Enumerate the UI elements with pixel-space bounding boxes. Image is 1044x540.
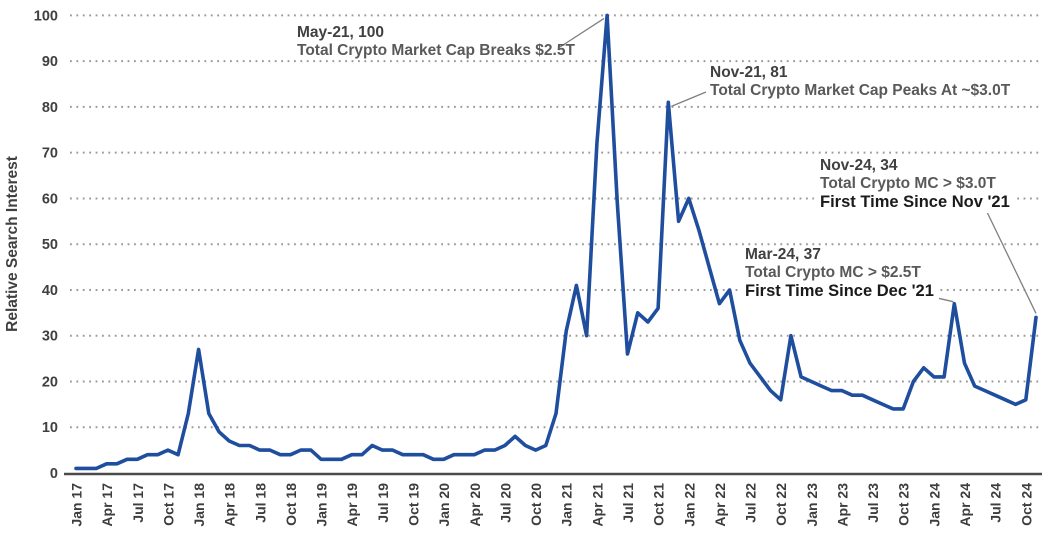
x-tick-label: Jan 20 — [436, 483, 452, 527]
x-tick-label: Oct 21 — [651, 483, 667, 526]
x-tick-label: Oct 18 — [283, 483, 299, 526]
y-tick-label: 40 — [42, 283, 58, 299]
x-tick-label: Jan 18 — [191, 483, 207, 527]
x-tick-label: Jan 24 — [926, 483, 942, 527]
x-tick-label: Oct 22 — [773, 483, 789, 526]
x-tick-label: Jan 23 — [804, 483, 820, 527]
x-tick-label: Jan 21 — [559, 483, 575, 527]
x-tick-label: Jul 19 — [375, 483, 391, 523]
annotation-description: Total Crypto MC > $3.0T — [820, 174, 996, 192]
x-tick-label: Oct 24 — [1018, 483, 1034, 526]
x-tick-label: Jul 21 — [620, 483, 636, 523]
annotation-highlight: First Time Since Nov '21 — [814, 192, 1015, 213]
x-tick-label: Jan 17 — [69, 483, 85, 527]
y-tick-label: 10 — [42, 420, 58, 436]
x-tick-label: Apr 19 — [344, 483, 360, 527]
x-tick-label: Apr 23 — [834, 483, 850, 527]
annotation-nov-21: Nov-21, 81 Total Crypto Market Cap Peaks… — [710, 64, 1010, 99]
x-tick-label: Jul 24 — [988, 483, 1004, 523]
y-tick-label: 70 — [42, 146, 58, 162]
annotation-point-label: May-21, 100 — [297, 24, 385, 41]
y-tick-label: 60 — [42, 191, 58, 207]
leader-line-nov-21 — [671, 91, 707, 107]
x-tick-label: Oct 17 — [160, 483, 176, 526]
y-tick-label: 20 — [42, 374, 58, 390]
leader-line-nov-24 — [986, 211, 1037, 314]
x-tick-label: Oct 19 — [406, 483, 422, 526]
y-axis-title: Relative Search Interest — [4, 156, 21, 332]
annotation-highlight: First Time Since Dec '21 — [739, 281, 939, 302]
x-tick-label: Oct 20 — [528, 483, 544, 526]
y-tick-label: 0 — [50, 466, 58, 482]
x-tick-label: Apr 17 — [99, 483, 115, 527]
x-tick-label: Jan 22 — [681, 483, 697, 527]
x-tick-label: Apr 20 — [467, 483, 483, 527]
x-tick-label: Apr 21 — [589, 483, 605, 527]
x-tick-label: Apr 18 — [222, 483, 238, 527]
y-tick-label: 100 — [34, 8, 58, 24]
x-tick-label: Jul 22 — [743, 483, 759, 523]
annotation-point-label: Nov-21, 81 — [710, 64, 788, 81]
y-tick-label: 50 — [42, 237, 58, 253]
annotation-point-label: Mar-24, 37 — [745, 246, 821, 263]
x-tick-label: Jul 18 — [252, 483, 268, 523]
x-tick-label: Jan 19 — [314, 483, 330, 527]
y-tick-label: 30 — [42, 329, 58, 345]
annotation-description: Total Crypto Market Cap Breaks $2.5T — [297, 41, 575, 59]
x-tick-label: Jul 17 — [130, 483, 146, 523]
y-tick-label: 90 — [42, 54, 58, 70]
search-interest-line — [74, 13, 1038, 471]
x-tick-label: Oct 23 — [896, 483, 912, 526]
annotation-mar-24: Mar-24, 37 Total Crypto MC > $2.5T First… — [739, 246, 939, 302]
annotation-nov-24: Nov-24, 34 Total Crypto MC > $3.0T First… — [814, 157, 1015, 213]
x-tick-label: Jul 20 — [497, 483, 513, 523]
annotation-description: Total Crypto MC > $2.5T — [745, 263, 921, 281]
leader-line-may-21 — [559, 17, 605, 48]
x-tick-label: Jul 23 — [865, 483, 881, 523]
x-tick-label: Apr 22 — [712, 483, 728, 527]
y-tick-label: 80 — [42, 100, 58, 116]
annotation-may-21: May-21, 100 Total Crypto Market Cap Brea… — [297, 24, 575, 59]
annotation-description: Total Crypto Market Cap Peaks At ~$3.0T — [710, 81, 1011, 99]
x-tick-label: Apr 24 — [957, 483, 973, 527]
annotation-point-label: Nov-24, 34 — [820, 157, 898, 174]
